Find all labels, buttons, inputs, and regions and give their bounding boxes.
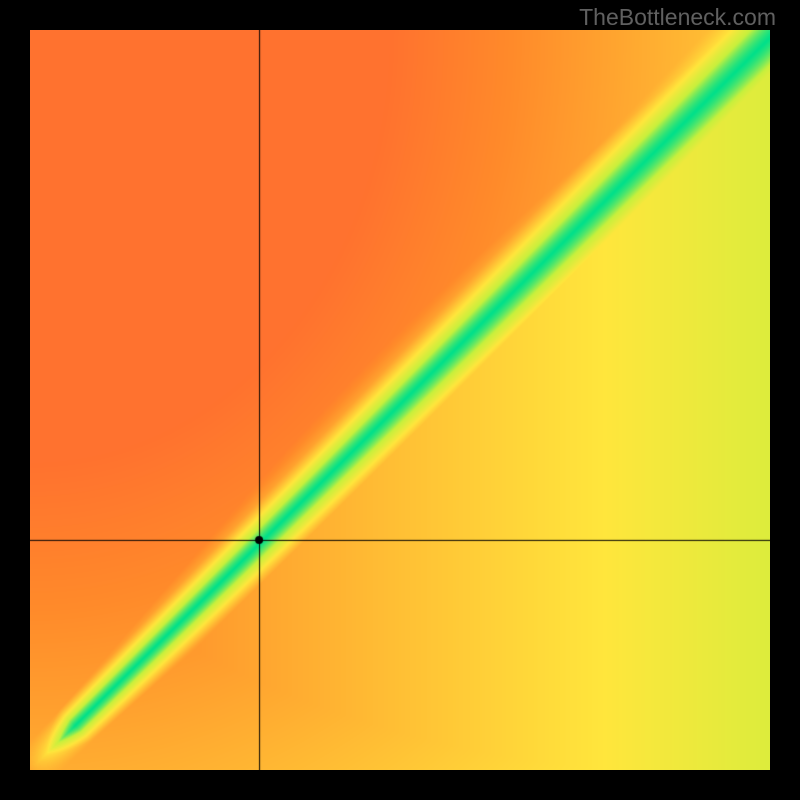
bottleneck-heatmap xyxy=(30,30,770,770)
watermark-text: TheBottleneck.com xyxy=(579,4,776,31)
